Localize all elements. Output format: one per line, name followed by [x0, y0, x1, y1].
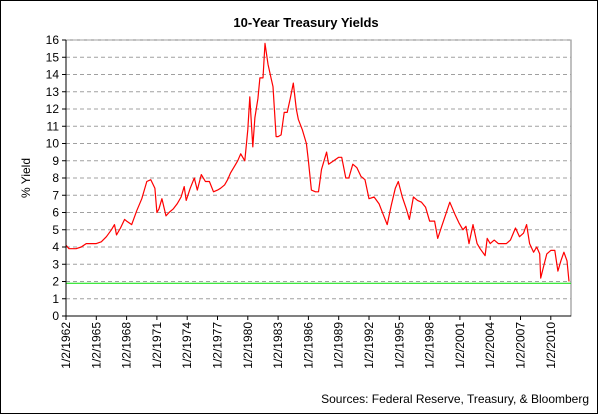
- x-tick-label: 1/2/1998: [423, 322, 437, 369]
- x-tick-label: 1/2/1965: [89, 322, 103, 369]
- x-tick-label: 1/2/2004: [483, 322, 497, 369]
- yield-series-line: [65, 42, 570, 282]
- y-tick-label: 3: [52, 257, 59, 271]
- y-tick-label: 6: [52, 206, 59, 220]
- x-tick-label: 1/2/2001: [453, 322, 467, 369]
- y-axis-label: % Yield: [19, 158, 33, 198]
- x-tick-label: 1/2/1980: [241, 322, 255, 369]
- chart-title: 10-Year Treasury Yields: [233, 15, 378, 30]
- y-tick-label: 12: [46, 102, 60, 116]
- y-tick-label: 0: [52, 309, 59, 323]
- y-tick-label: 8: [52, 171, 59, 185]
- gridlines: [66, 39, 571, 300]
- y-tick-label: 13: [46, 85, 60, 99]
- y-tick-label: 10: [46, 137, 60, 151]
- x-tick-label: 1/2/1983: [271, 322, 285, 369]
- x-tick-label: 1/2/1989: [332, 322, 346, 369]
- y-tick-label: 14: [46, 68, 60, 82]
- x-tick-label: 1/2/1971: [150, 322, 164, 369]
- y-tick-label: 4: [52, 240, 59, 254]
- y-tick-label: 5: [52, 223, 59, 237]
- y-tick-label: 2: [52, 275, 59, 289]
- x-tick-label: 1/2/1995: [392, 322, 406, 369]
- y-tick-label: 9: [52, 154, 59, 168]
- source-note: Sources: Federal Reserve, Treasury, & Bl…: [321, 392, 589, 406]
- x-tick-label: 1/2/1992: [362, 322, 376, 369]
- y-tick-label: 11: [47, 119, 60, 133]
- x-tick-label: 1/2/2010: [544, 322, 558, 369]
- x-tick-labels: 1/2/1962 1/2/1965 1/2/1968 1/2/1971 1/2/1974…: [59, 316, 558, 369]
- y-tick-label: 15: [46, 50, 60, 64]
- x-tick-label: 1/2/1968: [120, 322, 134, 369]
- y-tick-label: 1: [52, 292, 59, 306]
- y-tick-label: 7: [52, 188, 59, 202]
- x-tick-label: 1/2/1962: [59, 322, 73, 369]
- x-tick-label: 1/2/1974: [180, 322, 194, 369]
- x-tick-label: 1/2/1986: [301, 322, 315, 369]
- x-tick-label: 1/2/1977: [211, 322, 225, 369]
- series-lines: [65, 42, 571, 284]
- x-tick-label: 1/2/2007: [514, 322, 528, 369]
- y-tick-label: 16: [46, 33, 60, 47]
